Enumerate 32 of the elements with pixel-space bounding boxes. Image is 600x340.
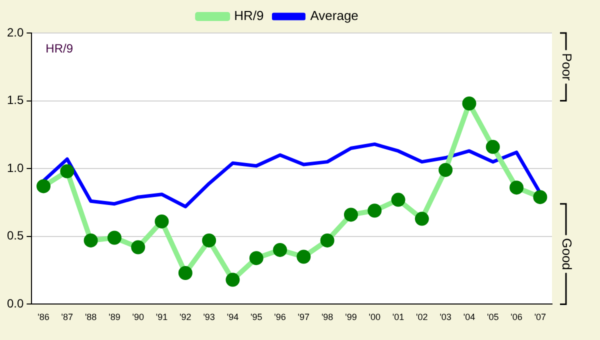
x-tick-label: '05 [487,312,499,322]
legend-label: Average [310,8,358,24]
y-tick-label: 1.5 [6,93,24,108]
text: Good [559,238,574,270]
x-tick-label: '00 [368,312,380,322]
x-tick-label: '02 [416,312,428,322]
x-tick-label: '07 [534,312,546,322]
x-tick-label: '94 [226,312,239,322]
x-tick-label: '06 [510,312,522,322]
x-tick-label: '93 [203,312,215,322]
y-axis-title: HR/9 [46,41,74,56]
legend-label: HR/9 [234,8,264,24]
x-tick-label: '96 [274,312,286,322]
x-tick-label: '04 [463,312,476,322]
x-tick-label: '95 [250,312,262,322]
x-tick-label: '89 [108,312,120,322]
text: Poor [559,53,574,82]
y-tick-label: 0.0 [6,296,24,311]
y-tick-label: 1.0 [6,160,24,175]
x-tick-label: '92 [180,312,192,322]
x-tick-label: '87 [61,312,74,322]
x-tick-label: '01 [392,312,404,322]
y-tick-label: 0.5 [6,228,24,243]
x-tick-label: '88 [84,312,97,322]
x-tick-label: '91 [156,312,168,322]
x-tick-label: '90 [132,312,144,322]
x-tick-label: '99 [345,312,357,322]
x-tick-label: '03 [440,312,452,322]
x-tick-label: '97 [298,312,310,322]
x-tick-label: '98 [321,312,334,322]
x-tick-label: '86 [38,312,50,322]
y-tick-label: 2.0 [6,25,24,40]
